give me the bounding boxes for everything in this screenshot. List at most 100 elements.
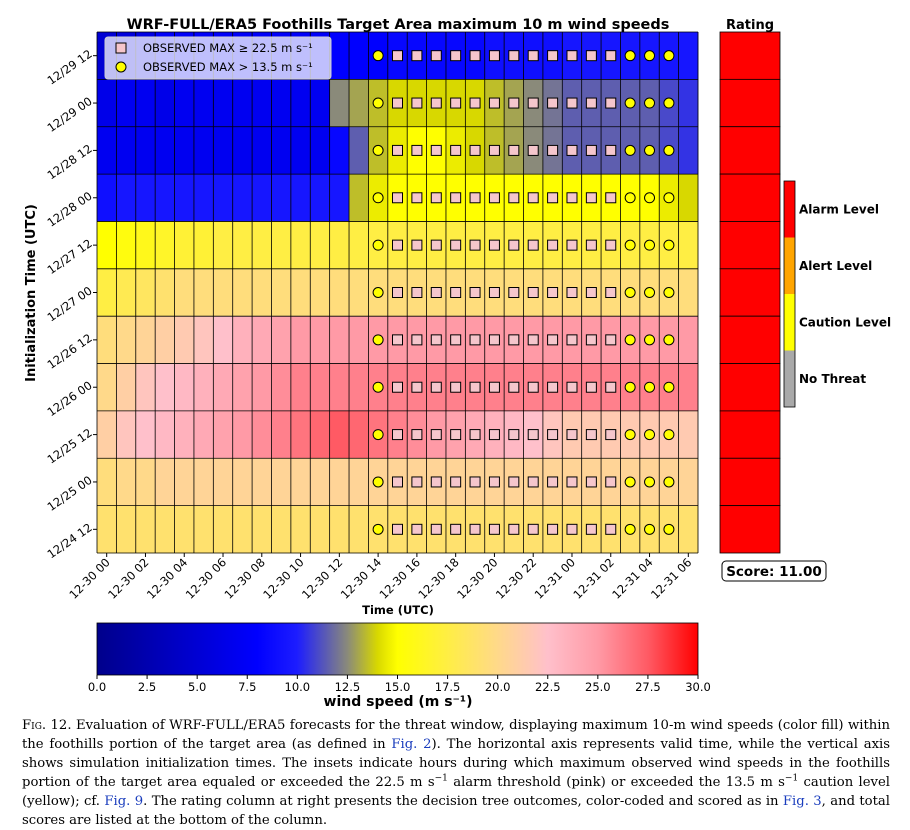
heatmap-cell [310, 363, 330, 412]
observed-alarm-marker [547, 429, 559, 441]
heatmap-cell [135, 316, 156, 364]
observed-alarm-marker [527, 50, 539, 62]
observed-caution-marker [644, 287, 656, 298]
observed-caution-marker [663, 239, 675, 251]
observed-alarm-marker [488, 144, 500, 156]
observed-alarm-marker [392, 50, 403, 62]
threat-level-swatch [784, 181, 795, 238]
chart-title: WRF-FULL/ERA5 Foothills Target Area maxi… [127, 17, 670, 33]
heatmap-cell [174, 268, 195, 317]
observed-caution-marker [624, 381, 636, 393]
observed-alarm-marker [411, 239, 423, 251]
observed-alarm-marker [450, 239, 462, 251]
rating-cell [719, 457, 781, 507]
heatmap-cell [135, 221, 156, 270]
colorbar-tick-label: 2.5 [138, 680, 156, 694]
observed-alarm-marker [450, 144, 462, 156]
heatmap-cell [349, 410, 369, 459]
observed-alarm-marker [547, 144, 559, 156]
heatmap-cell [252, 316, 272, 364]
heatmap-cell [271, 505, 292, 554]
heatmap-cell [193, 221, 214, 270]
observed-caution-marker [663, 523, 675, 535]
observed-alarm-marker [469, 144, 481, 156]
observed-caution-marker [663, 287, 675, 298]
observed-alarm-marker [508, 97, 520, 109]
heatmap-cell [290, 221, 311, 270]
caption-link-fig2[interactable]: Fig. 2 [391, 737, 432, 752]
heatmap-cell [678, 79, 699, 128]
observed-caution-marker [644, 97, 656, 109]
heatmap-cell [155, 221, 175, 270]
threat-level-swatch [784, 294, 795, 351]
observed-alarm-marker [488, 476, 500, 488]
heatmap-cell [678, 458, 699, 506]
observed-alarm-marker [411, 144, 423, 156]
heatmap-cell [290, 174, 311, 222]
threat-level-swatch [784, 237, 795, 294]
heatmap-cell [329, 363, 350, 412]
y-axis-ticks: 12/29 12 12/29 00 12/28 12 12/28 00 12/27 12… [45, 47, 97, 561]
observed-alarm-marker [605, 144, 617, 156]
heatmap-cell [232, 410, 253, 459]
x-tick-label: 12-30 22 [493, 555, 539, 601]
observed-alarm-marker [605, 476, 617, 488]
heatmap-cell [349, 32, 369, 80]
observed-alarm-marker [547, 239, 559, 251]
colorbar-tick-label: 5.0 [188, 680, 206, 694]
colorbar-tick-label: 12.5 [335, 680, 361, 694]
heatmap-cell [349, 174, 369, 222]
y-tick-label: 12/26 12 [45, 331, 95, 372]
observed-alarm-marker [547, 334, 559, 346]
observed-alarm-marker [566, 97, 578, 109]
observed-caution-marker [663, 97, 675, 109]
x-tick-label: 12-30 16 [377, 555, 423, 601]
observed-caution-marker [372, 334, 384, 346]
heatmap-cell [252, 458, 272, 506]
observed-caution-marker [644, 239, 656, 251]
heatmap-cell [116, 126, 137, 175]
colorbar-tick-label: 17.5 [435, 680, 461, 694]
heatmap-cell [97, 268, 117, 317]
heatmap-cell [252, 505, 272, 554]
rating-cell [719, 363, 781, 412]
observed-alarm-marker [392, 476, 403, 488]
heatmap-cell [310, 410, 330, 459]
observed-alarm-marker [547, 476, 559, 488]
observed-caution-marker [372, 144, 384, 156]
observed-caution-marker [663, 144, 675, 156]
heatmap-cell [678, 174, 699, 222]
observed-alarm-marker [411, 523, 423, 535]
caption-link-fig3[interactable]: Fig. 3 [782, 794, 822, 809]
heatmap-cell [97, 174, 117, 222]
heatmap-cell [135, 126, 156, 175]
heatmap-cell [271, 410, 292, 459]
observed-alarm-marker [585, 239, 597, 251]
rating-cell [719, 315, 781, 364]
threat-level-swatch [784, 350, 795, 407]
observed-caution-marker [372, 476, 384, 488]
observed-caution-marker [663, 381, 675, 393]
caption-link-fig9[interactable]: Fig. 9 [104, 794, 144, 809]
observed-alarm-marker [392, 144, 403, 156]
y-tick-label: 12/25 12 [45, 426, 95, 467]
observed-alarm-marker [450, 476, 462, 488]
heatmap-cell [174, 505, 195, 554]
heatmap-cell [116, 174, 137, 222]
colorbar-tick-label: 30.0 [685, 680, 711, 694]
observed-caution-marker [624, 523, 636, 535]
rating-column [719, 31, 781, 554]
observed-caution-marker [663, 50, 675, 62]
x-tick-label: 12-30 06 [183, 555, 229, 601]
heatmap-cell [310, 505, 330, 554]
x-axis-label: Time (UTC) [362, 603, 434, 617]
heatmap-cell [329, 268, 350, 317]
heatmap-cell [116, 268, 137, 317]
heatmap-cell [97, 126, 117, 175]
observed-alarm-marker [605, 97, 617, 109]
heatmap-cell [193, 458, 214, 506]
rating-cell [719, 31, 781, 80]
heatmap-cell [97, 221, 117, 270]
observed-alarm-marker [430, 97, 442, 109]
